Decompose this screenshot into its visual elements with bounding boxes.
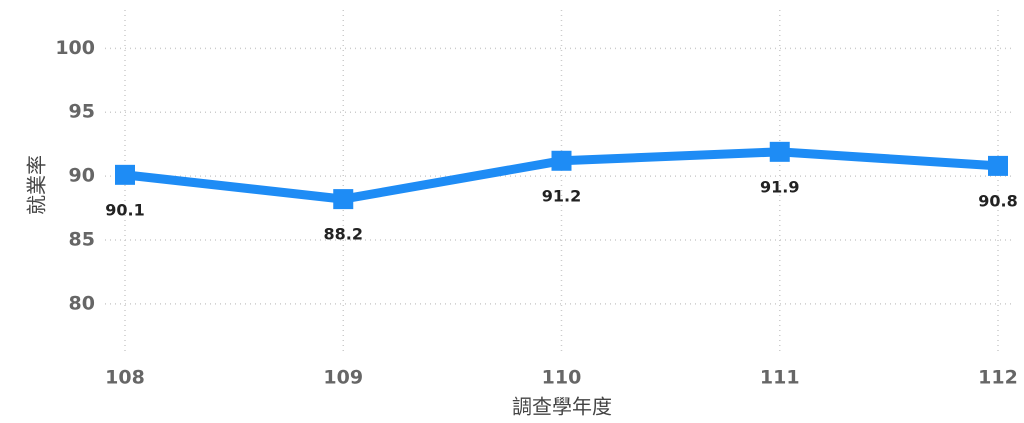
x-tick-label: 109 [323,367,363,389]
data-label: 88.2 [324,225,363,244]
x-tick-label: 110 [542,367,582,389]
y-tick-label: 80 [69,292,95,314]
y-tick-label: 85 [69,229,95,251]
marker [551,150,572,171]
data-label: 91.9 [760,177,799,196]
x-tick-label: 112 [978,367,1018,389]
marker [769,141,790,162]
marker [115,164,135,185]
x-tick-label: 111 [760,367,800,389]
marker [333,189,354,210]
y-tick-label: 95 [69,101,95,123]
y-axis-title: 就業率 [25,155,49,215]
data-label: 90.8 [978,191,1017,210]
y-tick-label: 100 [55,37,95,59]
x-axis-title: 調查學年度 [512,395,612,419]
y-tick-label: 90 [69,165,95,187]
data-label: 90.1 [105,200,144,219]
marker [988,155,1008,176]
data-label: 91.2 [542,186,581,205]
x-tick-label: 108 [105,367,145,389]
